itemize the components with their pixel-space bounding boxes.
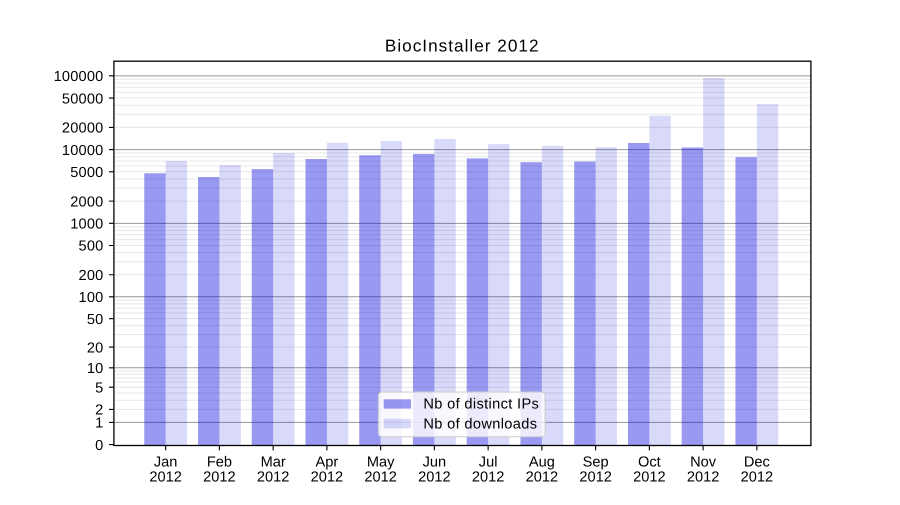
svg-text:Mar: Mar xyxy=(261,454,286,470)
svg-text:Nb of distinct IPs: Nb of distinct IPs xyxy=(423,396,539,412)
svg-text:BiocInstaller 2012: BiocInstaller 2012 xyxy=(385,36,540,56)
svg-text:0: 0 xyxy=(95,438,103,454)
svg-text:2000: 2000 xyxy=(70,194,103,210)
svg-text:20: 20 xyxy=(87,340,104,356)
svg-text:2012: 2012 xyxy=(579,470,611,486)
svg-text:5: 5 xyxy=(95,380,103,396)
svg-text:2012: 2012 xyxy=(203,470,235,486)
svg-text:2012: 2012 xyxy=(741,470,773,486)
svg-text:500: 500 xyxy=(79,239,104,255)
svg-text:100000: 100000 xyxy=(54,69,104,85)
svg-text:10: 10 xyxy=(87,361,104,377)
svg-text:Jun: Jun xyxy=(423,454,447,470)
svg-text:Dec: Dec xyxy=(744,454,770,470)
svg-text:2012: 2012 xyxy=(418,470,450,486)
svg-text:2012: 2012 xyxy=(687,470,719,486)
svg-text:2: 2 xyxy=(95,403,103,419)
svg-text:10000: 10000 xyxy=(62,143,104,159)
svg-text:Jan: Jan xyxy=(154,454,178,470)
svg-text:May: May xyxy=(367,454,395,470)
svg-text:2012: 2012 xyxy=(633,470,665,486)
svg-text:Jul: Jul xyxy=(479,454,498,470)
svg-text:2012: 2012 xyxy=(257,470,289,486)
svg-text:2012: 2012 xyxy=(526,470,558,486)
svg-text:Apr: Apr xyxy=(316,454,339,470)
svg-text:Nov: Nov xyxy=(690,454,717,470)
svg-text:50000: 50000 xyxy=(62,91,104,107)
svg-text:Sep: Sep xyxy=(583,454,609,470)
svg-text:Nb of downloads: Nb of downloads xyxy=(423,417,537,433)
svg-text:2012: 2012 xyxy=(472,470,504,486)
svg-text:200: 200 xyxy=(79,268,104,284)
svg-text:5000: 5000 xyxy=(70,165,103,181)
svg-text:Oct: Oct xyxy=(638,454,661,470)
svg-text:50: 50 xyxy=(87,312,104,328)
svg-text:2012: 2012 xyxy=(311,470,343,486)
svg-text:1: 1 xyxy=(95,416,103,432)
svg-text:Feb: Feb xyxy=(207,454,232,470)
svg-text:Aug: Aug xyxy=(529,454,555,470)
svg-text:20000: 20000 xyxy=(62,121,104,137)
svg-text:2012: 2012 xyxy=(364,470,396,486)
svg-text:100: 100 xyxy=(79,290,104,306)
svg-text:2012: 2012 xyxy=(149,470,181,486)
svg-text:1000: 1000 xyxy=(70,217,103,233)
